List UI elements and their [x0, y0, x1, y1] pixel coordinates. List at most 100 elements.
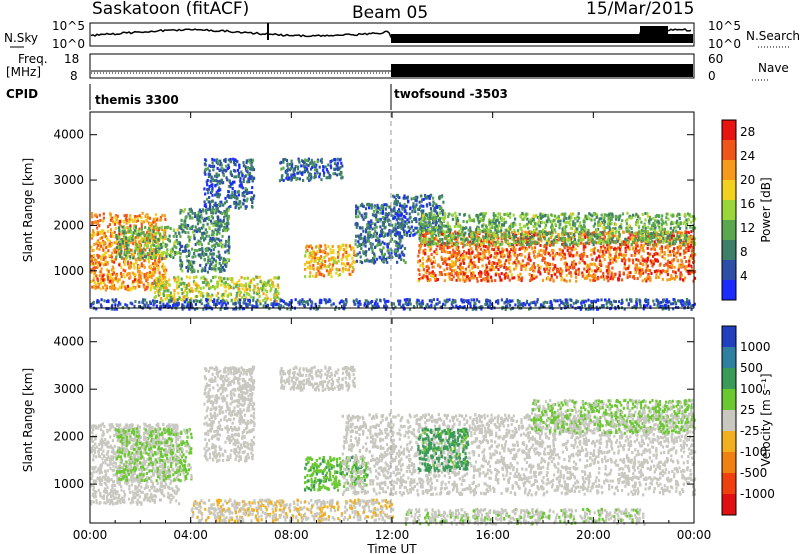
power-cell-r9 [689, 272, 692, 276]
power-cell-r0 [100, 278, 103, 282]
power-cell-r6 [338, 273, 342, 276]
power-cell-r7 [388, 223, 391, 227]
power-cell-r2 [247, 276, 250, 280]
power-cell-r9 [679, 272, 682, 276]
power-cell-r6 [325, 254, 328, 258]
power-cell-r5 [318, 165, 321, 169]
power-cell-r7 [372, 234, 375, 238]
power-cell-r7 [382, 235, 385, 239]
power-cell-r0 [116, 287, 120, 291]
power-cell-r3 [253, 194, 256, 198]
power-cell-r9 [679, 277, 682, 281]
power-cell-r2 [164, 297, 167, 301]
power-cell-r0 [159, 216, 162, 219]
power-cell-r0 [111, 280, 114, 284]
power-cell-r2 [214, 275, 217, 279]
power-cell-r9 [597, 249, 600, 253]
power-cell-r9 [614, 255, 617, 258]
power-cell-r4 [181, 269, 184, 273]
power-cell-r10 [555, 216, 558, 220]
power-cell-r6 [324, 259, 327, 263]
power-cell-r3 [228, 179, 231, 183]
power-cell-r9 [499, 260, 502, 264]
power-cell-r2 [267, 280, 270, 284]
power-cell-r0 [100, 261, 103, 265]
power-cell-r9 [481, 250, 485, 254]
power-cell-r3 [217, 180, 220, 184]
power-cell-r8 [431, 204, 435, 208]
power-cell-r0 [96, 230, 99, 234]
power-cell-r3 [208, 169, 211, 173]
power-cell-r7 [368, 230, 371, 234]
power-cell-r1 [169, 251, 172, 255]
power-cell-r9 [590, 248, 593, 252]
power-cell-r2 [273, 276, 276, 280]
nsky-panel [89, 22, 695, 47]
power-cell-r7 [354, 239, 357, 243]
power-cell-r9 [568, 254, 571, 258]
power-cell-r7 [392, 214, 395, 218]
power-cell-r7 [398, 240, 401, 244]
power-cell-r4 [181, 249, 184, 253]
power-cell-r0 [138, 276, 141, 280]
power-cell-r0 [92, 278, 95, 282]
power-cell-r7 [381, 216, 385, 219]
power-cell-r1 [169, 248, 173, 252]
power-cell-r9 [448, 265, 452, 269]
power-cell-r5 [310, 167, 313, 171]
power-cell-r5 [307, 170, 310, 174]
power-cell-r2 [185, 286, 188, 290]
power-cell-r8 [433, 202, 436, 206]
power-cell-r3 [247, 159, 251, 163]
power-cell-r9 [490, 279, 494, 283]
power-cell-r7 [364, 259, 367, 263]
power-cell-r0 [164, 276, 167, 280]
power-cell-r3 [243, 194, 246, 198]
power-cell-r9 [584, 242, 587, 246]
power-cell-r6 [324, 243, 327, 247]
power-cell-r8 [441, 211, 444, 215]
power-cell-r1 [175, 252, 178, 256]
power-cell-r9 [588, 265, 591, 269]
power-cell-r10 [609, 241, 612, 245]
power-cell-r9 [456, 258, 459, 262]
power-cell-r1 [136, 246, 139, 250]
power-cell-r6 [322, 249, 326, 253]
power-cell-r9 [530, 274, 534, 278]
power-cell-r9 [641, 268, 644, 272]
power-cell-r0 [126, 288, 129, 292]
power-cell-r9 [422, 249, 425, 253]
power-cell-r0 [117, 278, 120, 282]
power-cell-r1 [124, 231, 128, 235]
power-cell-r8 [412, 228, 415, 232]
power-cell-r0 [100, 244, 103, 248]
power-cell-r2 [153, 286, 156, 290]
power-cell-r9 [636, 266, 639, 270]
power-cell-r8 [398, 225, 401, 229]
power-cell-r9 [574, 247, 577, 251]
power-cell-r4 [214, 259, 217, 263]
freq-label: Freq. [18, 52, 48, 66]
power-cell-r8 [405, 233, 409, 237]
power-cell-r10 [624, 237, 627, 241]
power-cell-r9 [670, 261, 673, 265]
power-cell-r1 [149, 228, 152, 232]
power-cell-r7 [390, 251, 393, 255]
power-cell-r0 [115, 274, 119, 278]
power-cell-r9 [459, 262, 462, 266]
power-cell-r1 [117, 226, 120, 230]
power-cell-r9 [526, 239, 529, 243]
power-cell-r8 [421, 209, 424, 213]
power-cell-r4 [227, 238, 231, 242]
power-cell-r3 [234, 158, 237, 162]
power-cell-r0 [108, 276, 112, 279]
power-cell-r9 [612, 260, 615, 264]
power-cell-r1 [119, 243, 122, 246]
power-cell-r4 [223, 215, 226, 219]
power-cell-r1 [178, 251, 181, 255]
power-cell-r9 [618, 274, 621, 278]
power-cell-r7 [401, 217, 404, 221]
power-cell-r9 [464, 267, 468, 271]
power-cell-r3 [227, 184, 230, 188]
nsearch-label: N.Search [746, 29, 800, 43]
